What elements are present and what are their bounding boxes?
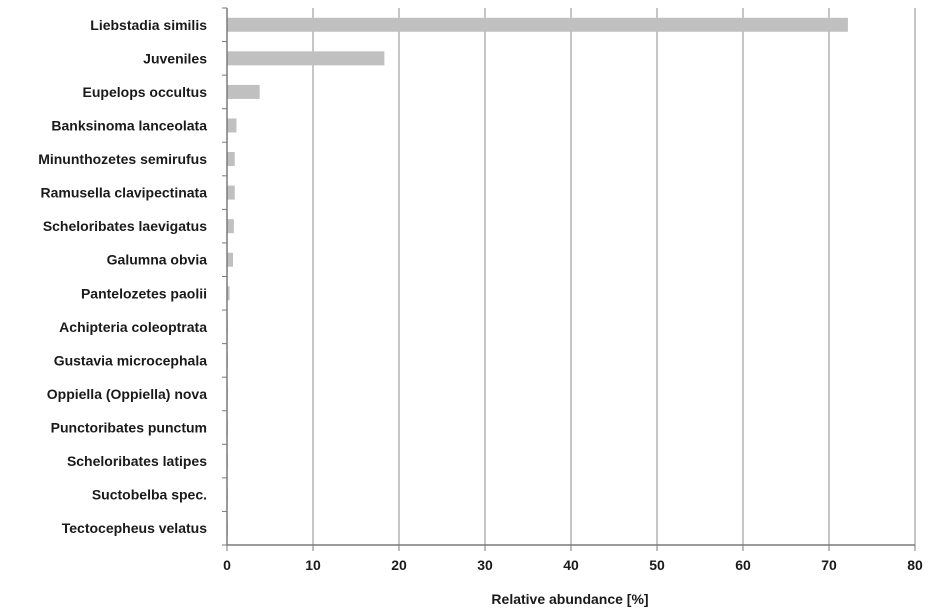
bar <box>227 51 385 66</box>
category-label: Scheloribates latipes <box>67 453 207 469</box>
category-label: Scheloribates laevigatus <box>43 218 207 234</box>
category-label: Oppiella (Oppiella) nova <box>47 386 207 402</box>
category-labels: Liebstadia similis Juveniles Eupelops occu… <box>38 17 207 536</box>
bar <box>227 84 260 99</box>
axes <box>222 7 916 551</box>
category-label: Suctobelba spec. <box>92 487 207 503</box>
category-label: Tectocepheus velatus <box>62 520 207 536</box>
category-label: Galumna obvia <box>107 252 208 268</box>
x-tick-label: 70 <box>821 557 837 573</box>
x-tick-label: 20 <box>391 557 407 573</box>
category-label: Achipteria coleoptrata <box>59 319 207 335</box>
x-tick-label: 50 <box>649 557 665 573</box>
x-axis-title: Relative abundance [%] <box>491 591 648 607</box>
x-tick-label: 10 <box>305 557 321 573</box>
bar <box>227 118 237 133</box>
bar <box>227 252 234 267</box>
category-label: Eupelops occultus <box>83 84 208 100</box>
bar <box>227 152 235 167</box>
bars <box>227 17 848 536</box>
x-tick-label: 80 <box>907 557 923 573</box>
bar <box>227 17 848 32</box>
bar <box>227 286 230 301</box>
category-label: Gustavia microcephala <box>54 352 208 368</box>
category-label: Juveniles <box>143 50 207 66</box>
x-tick-label: 40 <box>563 557 579 573</box>
category-label: Ramusella clavipectinata <box>40 185 207 201</box>
bar <box>227 219 234 234</box>
category-label: Punctoribates punctum <box>51 420 207 436</box>
x-tick-label: 60 <box>735 557 751 573</box>
category-label: Banksinoma lanceolata <box>51 117 207 133</box>
bar <box>227 185 235 200</box>
x-tick-labels: 0 10 20 30 40 50 60 70 80 <box>223 557 923 573</box>
category-label: Pantelozetes paolii <box>81 285 207 301</box>
x-tick-label: 30 <box>477 557 493 573</box>
category-label: Liebstadia similis <box>90 17 207 33</box>
category-label: Minunthozetes semirufus <box>38 151 207 167</box>
x-tick-label: 0 <box>223 557 231 573</box>
grid-lines <box>312 8 916 545</box>
